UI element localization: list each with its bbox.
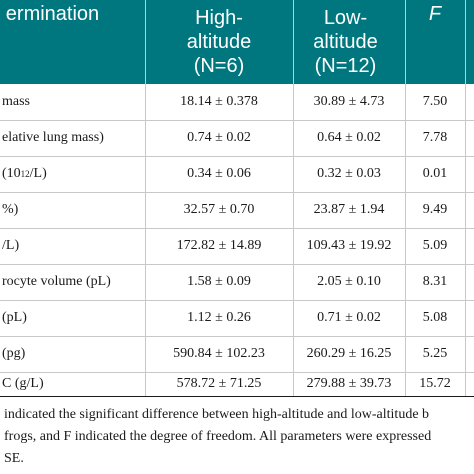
low-altitude-value: 23.87 ± 1.94 [313,202,385,217]
high-altitude-value: 32.57 ± 0.70 [183,202,255,217]
f-value: 5.09 [422,238,448,253]
column-divider [293,0,294,396]
f-value: 8.31 [422,274,448,289]
column-divider [145,0,146,396]
table-row: C (g/L) 578.72 ± 71.25 279.88 ± 39.73 15… [0,372,474,396]
column-divider [465,0,466,396]
header-f: F [428,3,442,25]
table-bottom-rule [0,396,474,397]
table-row: (10 12/L) 0.34 ± 0.06 0.32 ± 0.03 0.01 [0,156,474,193]
table-row: %) 32.57 ± 0.70 23.87 ± 1.94 9.49 [0,192,474,229]
low-altitude-value: 0.32 ± 0.03 [317,166,381,181]
table-footnote: indicated the significant difference bet… [4,404,474,470]
high-altitude-value: 578.72 ± 71.25 [176,376,262,391]
f-value: 5.08 [422,310,448,325]
low-altitude-value: 2.05 ± 0.10 [317,274,381,289]
f-value: 15.72 [419,376,451,391]
high-altitude-value: 1.12 ± 0.26 [187,310,251,325]
row-label: mass [2,94,30,109]
header-determination: ermination [5,3,100,25]
row-label: (10 12/L) [2,166,47,181]
table-row: (pL) 1.12 ± 0.26 0.71 ± 0.02 5.08 [0,300,474,337]
table-header: ermination High- altitude (N=6) Low- alt… [0,0,474,84]
low-altitude-value: 109.43 ± 19.92 [306,238,392,253]
high-altitude-value: 0.34 ± 0.06 [187,166,251,181]
row-label: elative lung mass) [2,130,104,145]
row-label: %) [2,202,19,217]
table-row: /L) 172.82 ± 14.89 109.43 ± 19.92 5.09 [0,228,474,265]
high-altitude-value: 590.84 ± 102.23 [173,346,265,361]
row-label: /L) [2,238,20,253]
column-divider [405,0,406,396]
low-altitude-value: 279.88 ± 39.73 [306,376,392,391]
low-altitude-value: 0.64 ± 0.02 [317,130,381,145]
table-row: mass 18.14 ± 0.378 30.89 ± 4.73 7.50 [0,84,474,121]
low-altitude-value: 0.71 ± 0.02 [317,310,381,325]
f-value: 9.49 [422,202,448,217]
table-row: elative lung mass) 0.74 ± 0.02 0.64 ± 0.… [0,120,474,157]
f-value: 7.78 [422,130,448,145]
high-altitude-value: 1.58 ± 0.09 [187,274,251,289]
footnote-line: SE. [4,451,24,466]
f-value: 5.25 [422,346,448,361]
footnote-line: indicated the significant difference bet… [4,407,430,422]
low-altitude-value: 260.29 ± 16.25 [306,346,392,361]
footnote-line: frogs, and F indicated the degree of fre… [4,429,432,444]
header-high-altitude: High- altitude (N=6) [186,7,252,77]
row-label: (pL) [2,310,27,325]
high-altitude-value: 0.74 ± 0.02 [187,130,251,145]
f-value: 0.01 [422,166,448,181]
high-altitude-value: 18.14 ± 0.378 [180,94,258,109]
row-label: C (g/L) [2,376,44,391]
low-altitude-value: 30.89 ± 4.73 [313,94,385,109]
row-label: rocyte volume (pL) [2,274,111,289]
row-label: (pg) [2,346,26,361]
high-altitude-value: 172.82 ± 14.89 [176,238,262,253]
header-low-altitude: Low- altitude (N=12) [313,7,378,77]
table-row: rocyte volume (pL) 1.58 ± 0.09 2.05 ± 0.… [0,264,474,301]
table-row: (pg) 590.84 ± 102.23 260.29 ± 16.25 5.25 [0,336,474,373]
f-value: 7.50 [422,94,448,109]
